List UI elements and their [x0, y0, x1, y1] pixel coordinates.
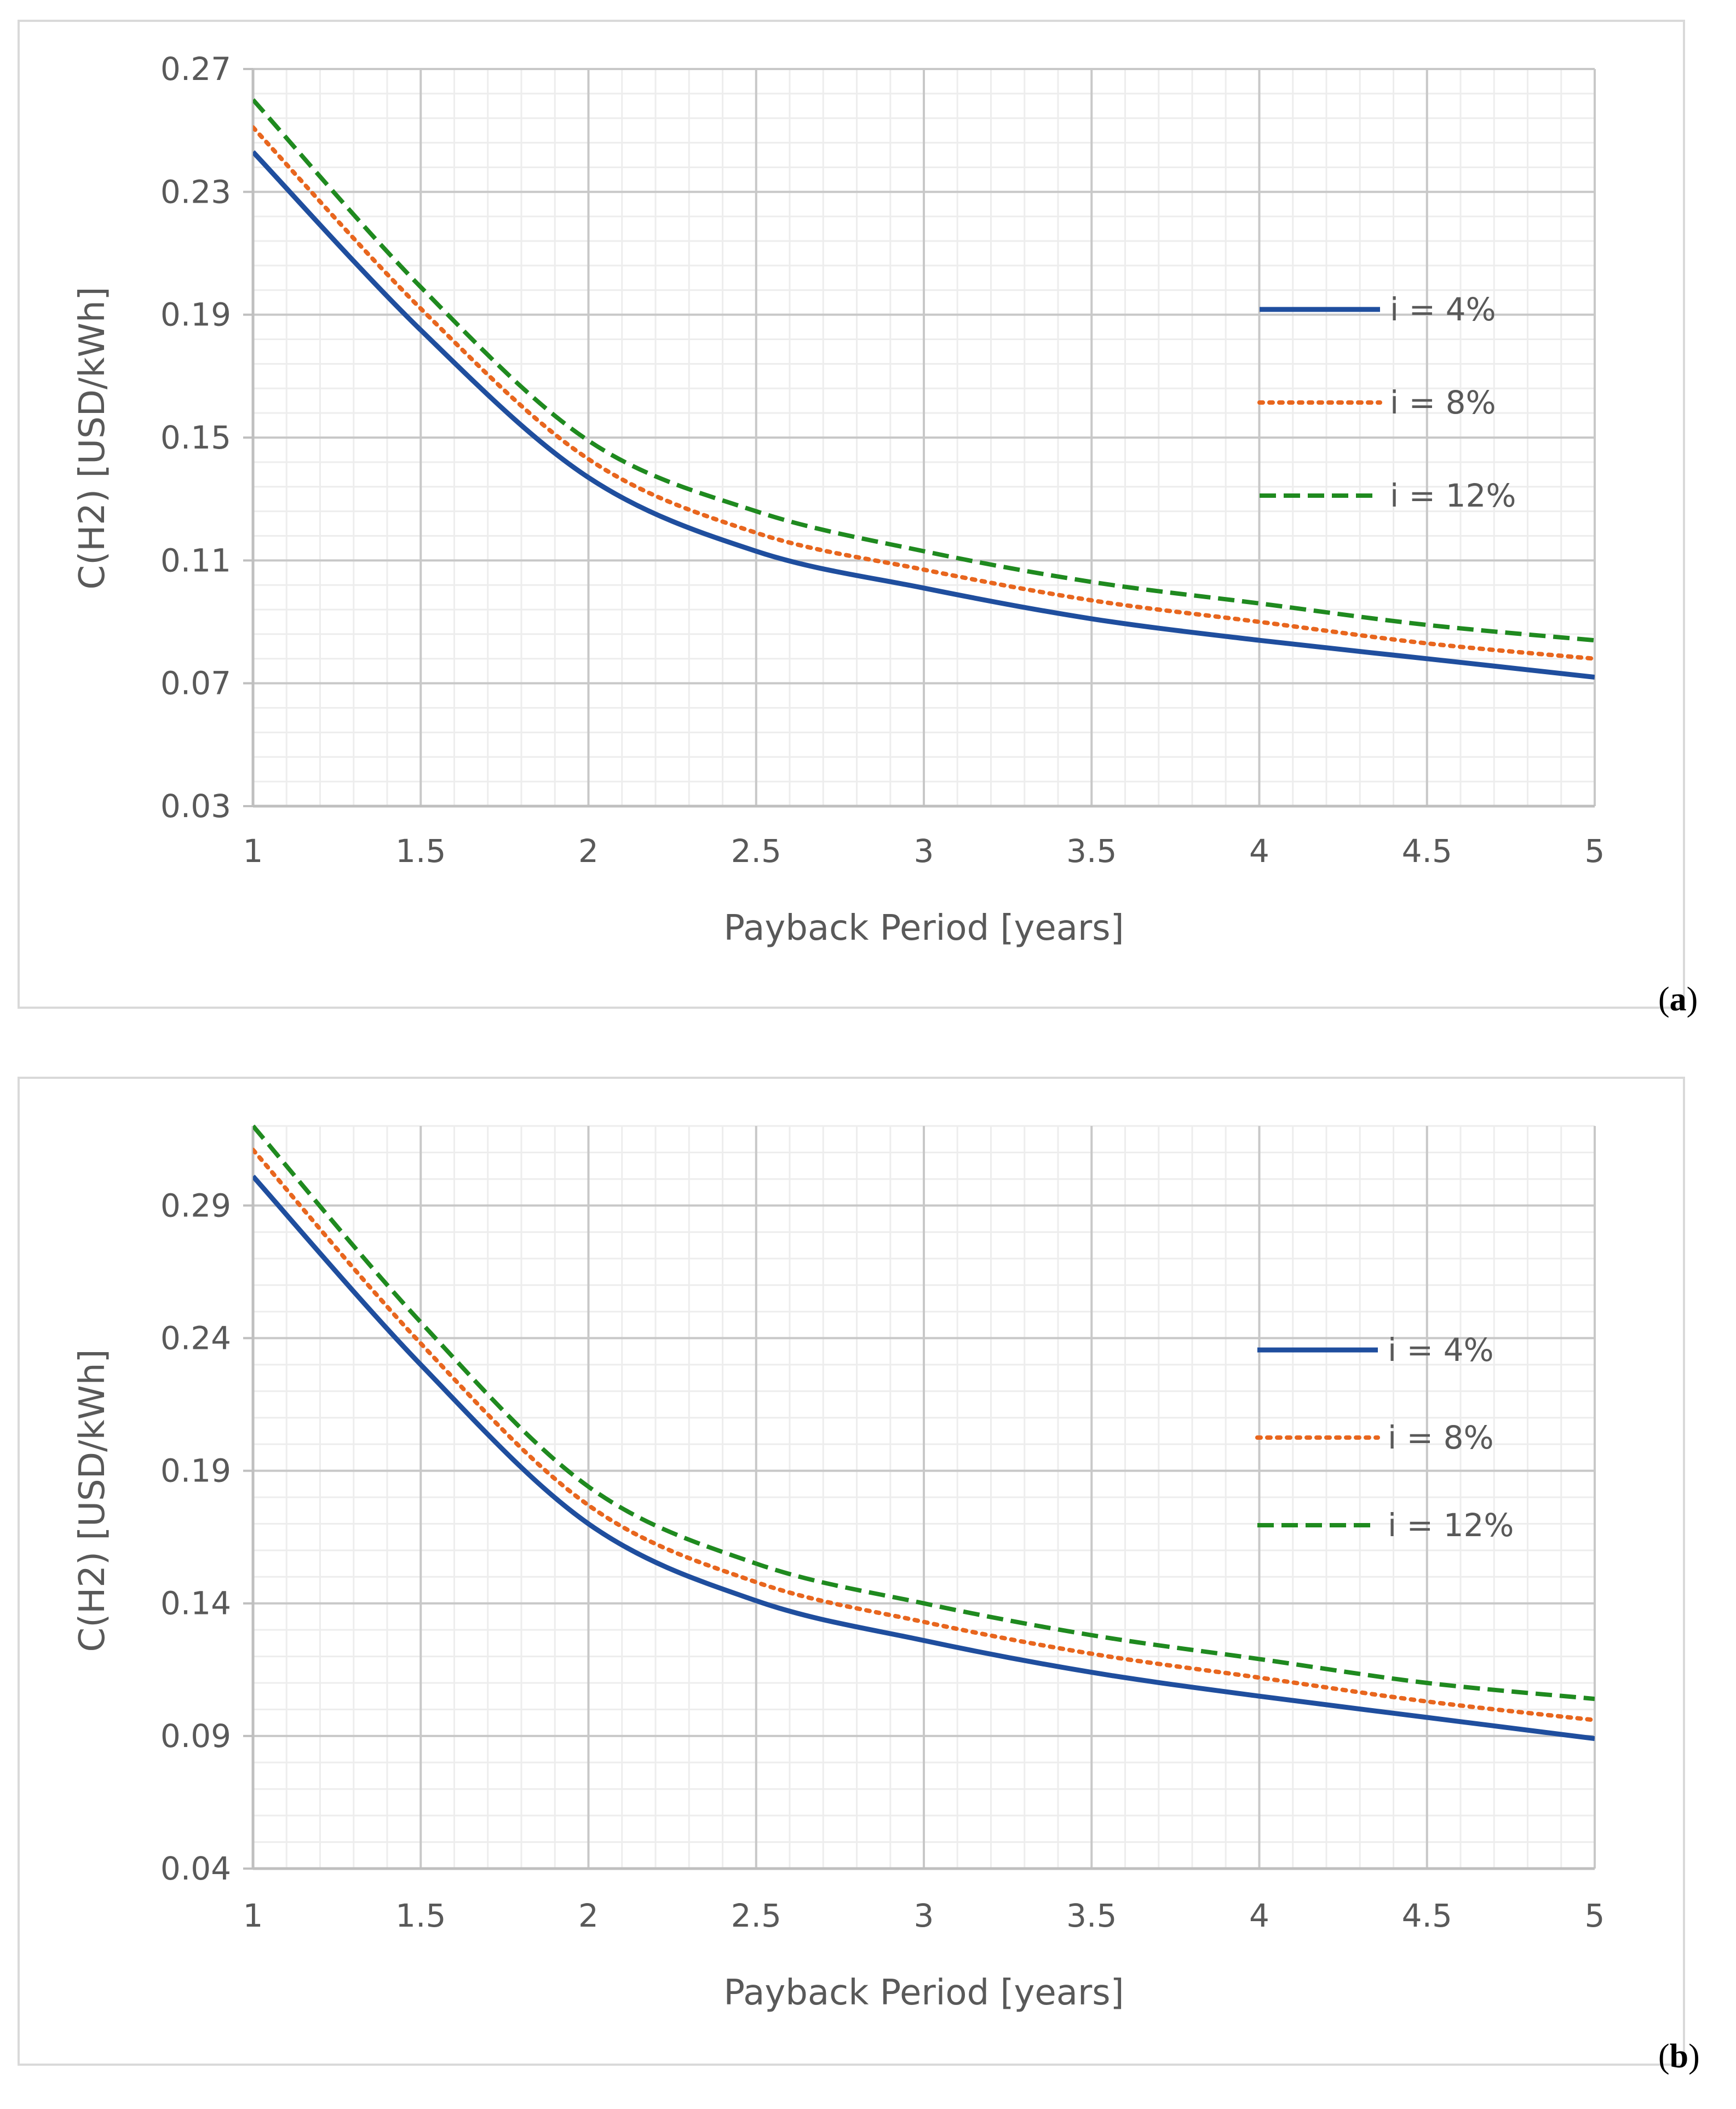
y-tick-label: 0.07	[160, 665, 231, 702]
series-line-4pct	[253, 1175, 1595, 1742]
y-tick-label: 0.19	[160, 1452, 231, 1490]
x-tick-label: 1	[243, 832, 263, 870]
x-tick-label: 4	[1249, 832, 1269, 870]
x-tick-label: 4.5	[1402, 1897, 1452, 1934]
x-tick-label: 3.5	[1066, 832, 1117, 870]
x-tick-label: 3.5	[1066, 1897, 1117, 1934]
chart-b-group: 0.04 0.09 0.14 0.19 0.24 0.29 1 1.5 2 2.5 3 3.5 4 4.5…	[72, 1124, 1605, 2013]
y-tick-label: 0.23	[160, 173, 231, 210]
y-axis-title: C(H2) [USD/kWh]	[72, 287, 113, 590]
x-tick-label: 1	[243, 1897, 263, 1934]
y-tick-label: 0.24	[160, 1319, 231, 1357]
y-tick-label: 0.29	[160, 1187, 231, 1224]
series-line-12pct	[253, 98, 1595, 643]
x-tick-label: 3	[914, 1897, 934, 1934]
x-tick-label: 1.5	[395, 1897, 446, 1934]
series-line-8pct	[253, 1147, 1595, 1722]
y-tick-label: 0.14	[160, 1585, 231, 1622]
x-tick-label: 4	[1249, 1897, 1269, 1934]
panel-label-b: (b)	[1658, 2038, 1700, 2075]
x-tick-label: 2.5	[731, 832, 781, 870]
legend-label: i = 12%	[1388, 1507, 1514, 1544]
x-axis-title: Payback Period [years]	[723, 1973, 1124, 2013]
y-tick-label: 0.11	[160, 542, 231, 579]
chart-panel-b	[18, 1077, 1685, 2066]
y-tick-label: 0.19	[160, 296, 231, 334]
series-line-4pct	[253, 150, 1595, 680]
y-tick-label: 0.09	[160, 1717, 231, 1755]
legend-label: i = 8%	[1390, 384, 1496, 421]
x-tick-label: 2.5	[731, 1897, 781, 1934]
y-tick-label: 0.04	[160, 1850, 231, 1887]
legend-label: i = 12%	[1390, 477, 1516, 514]
x-axis-title: Payback Period [years]	[723, 908, 1124, 949]
y-tick-label: 0.15	[160, 419, 231, 456]
x-tick-label: 2	[578, 1897, 599, 1934]
series-line-8pct	[253, 125, 1595, 661]
series-line-12pct	[253, 1124, 1595, 1702]
y-axis-title: C(H2) [USD/kWh]	[72, 1349, 113, 1652]
x-tick-label: 2	[578, 832, 599, 870]
x-tick-label: 5	[1585, 1897, 1605, 1934]
legend-label: i = 8%	[1388, 1419, 1494, 1456]
x-tick-label: 3	[914, 832, 934, 870]
y-tick-label: 0.03	[160, 788, 231, 825]
legend-label: i = 4%	[1388, 1331, 1494, 1369]
panel-label-a: (a)	[1658, 981, 1698, 1018]
chart-panel-a	[18, 20, 1685, 1009]
chart-a-group: 0.03 0.07 0.11 0.15 0.19 0.23 0.27 1 1.5 2 2.5 3 3.5…	[72, 50, 1605, 949]
x-tick-label: 1.5	[395, 832, 446, 870]
legend-label: i = 4%	[1390, 291, 1496, 328]
y-tick-label: 0.27	[160, 50, 231, 88]
x-tick-label: 5	[1585, 832, 1605, 870]
x-tick-label: 4.5	[1402, 832, 1452, 870]
